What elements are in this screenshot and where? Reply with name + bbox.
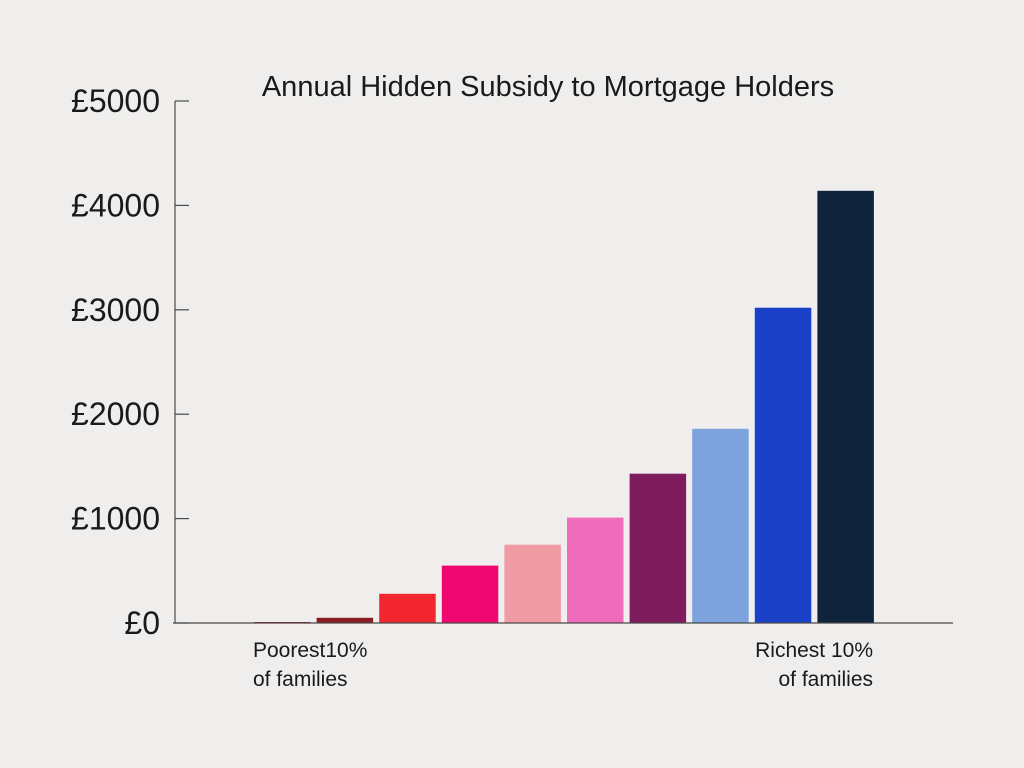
bar: [754, 307, 812, 623]
y-tick-label: £0: [124, 605, 160, 641]
chart-title: Annual Hidden Subsidy to Mortgage Holder…: [262, 71, 834, 103]
y-tick-label: £5000: [71, 83, 160, 119]
bars-group: [254, 190, 874, 624]
y-axis: £0 £1000 £2000 £3000 £4000 £5000: [71, 83, 189, 641]
bar: [567, 517, 624, 623]
poorest-label-line2: of families: [253, 668, 348, 691]
bar: [316, 617, 374, 623]
richest-label-line2: of families: [778, 668, 873, 691]
bar: [692, 428, 749, 623]
bar: [817, 190, 874, 624]
y-tick-label: £2000: [71, 396, 160, 432]
bar: [379, 593, 436, 623]
bar: [441, 565, 499, 623]
y-tick-label: £1000: [71, 501, 160, 537]
y-tick-label: £3000: [71, 292, 160, 328]
poorest-label-line1: Poorest10%: [253, 639, 367, 662]
bar: [504, 544, 561, 623]
bar: [629, 473, 687, 623]
richest-label-line1: Richest 10%: [755, 639, 873, 662]
y-tick-label: £4000: [71, 187, 160, 223]
